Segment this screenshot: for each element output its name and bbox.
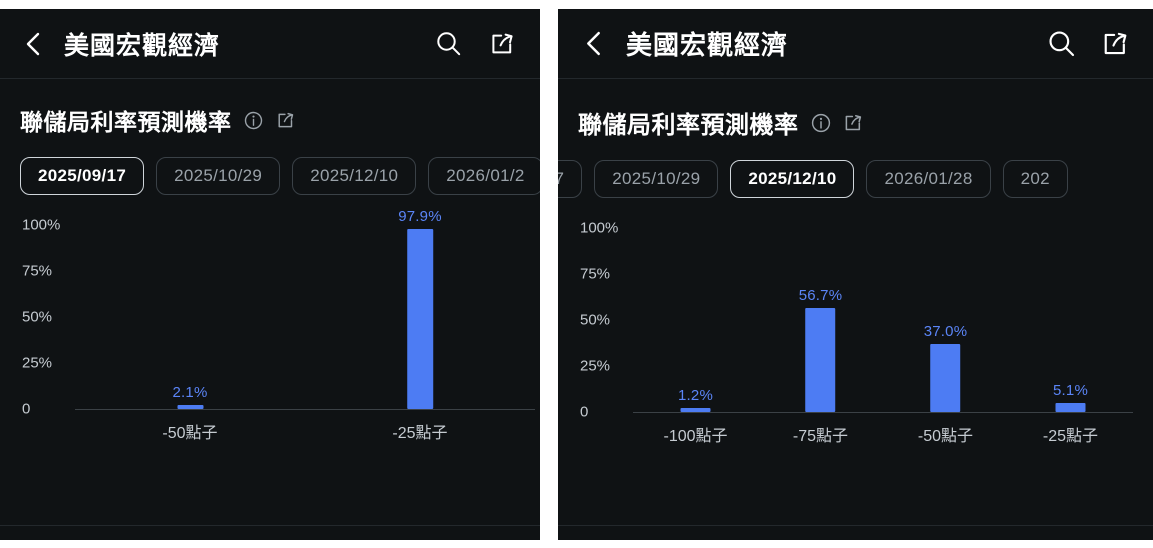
probability-chart-left: 100% 75% 50% 25% 0 2.1% 97.9% -50點子 -25點子 <box>0 208 540 467</box>
share-icon <box>845 114 861 130</box>
date-chip[interactable]: 2026/01/2 <box>428 157 540 195</box>
back-button[interactable] <box>578 29 608 59</box>
bar-value-label: 37.0% <box>923 322 968 340</box>
y-axis-tick-label: 100% <box>22 216 61 234</box>
y-axis-tick-label: 0 <box>22 400 31 418</box>
x-axis-baseline <box>75 409 535 410</box>
x-axis-tick-label: -75點子 <box>792 428 849 445</box>
search-button[interactable] <box>1045 28 1077 60</box>
bar[interactable] <box>805 307 836 412</box>
date-chip-scroller[interactable]: 9/17 2025/10/29 2025/12/10 2026/01/28 202 <box>558 160 1153 198</box>
search-icon <box>436 32 460 56</box>
phone-screen-left: 美國宏觀經濟 聯儲局利率預測機率 <box>0 9 540 540</box>
date-chip[interactable]: 9/17 <box>558 160 583 198</box>
y-axis-tick-label: 25% <box>580 357 611 375</box>
section-title: 聯儲局利率預測機率 <box>578 112 799 139</box>
date-chip[interactable]: 2026/01/28 <box>866 160 991 198</box>
info-button[interactable] <box>244 110 264 130</box>
date-chip[interactable]: 2025/12/10 <box>730 160 855 198</box>
bar-group[interactable]: 56.7% <box>799 287 843 412</box>
date-chip[interactable]: 202 <box>1002 160 1068 198</box>
date-chip[interactable]: 2025/09/17 <box>20 157 145 195</box>
bar-group[interactable]: 97.9% <box>398 208 442 409</box>
page-title: 美國宏觀經濟 <box>626 30 789 60</box>
bars-container: 1.2% 56.7% 37.0% 5.1% <box>633 220 1133 412</box>
y-axis-tick-label: 100% <box>580 219 619 237</box>
bar[interactable] <box>1055 402 1086 412</box>
page-title: 美國宏觀經濟 <box>64 31 221 60</box>
bar[interactable] <box>930 343 961 412</box>
bar-group[interactable]: 1.2% <box>678 387 713 412</box>
section-share-button[interactable] <box>843 113 863 133</box>
nav-bar: 美國宏觀經濟 <box>0 9 540 79</box>
x-axis-tick-label: -25點子 <box>1042 428 1099 445</box>
share-button[interactable] <box>486 28 518 60</box>
bar-value-label: 56.7% <box>798 286 843 304</box>
chart-plot-area: 100% 75% 50% 25% 0 1.2% 56.7% 37.0% 5.1% -100點子 -7… <box>558 219 1153 445</box>
date-chip-scroller[interactable]: 2025/09/17 2025/10/29 2025/12/10 2026/01/2 <box>0 157 540 195</box>
x-axis-tick-label: -100點子 <box>663 428 728 445</box>
bar[interactable] <box>406 228 433 409</box>
x-axis-tick-label: -50點子 <box>917 428 974 445</box>
y-axis-tick-label: 50% <box>580 311 611 329</box>
y-axis-tick-label: 50% <box>22 308 53 326</box>
bar-value-label: 5.1% <box>1053 381 1088 399</box>
bar-group[interactable]: 37.0% <box>924 323 968 412</box>
bar-value-label: 97.9% <box>398 207 442 225</box>
info-icon <box>811 113 830 132</box>
bar[interactable] <box>680 408 711 412</box>
section-title: 聯儲局利率預測機率 <box>20 109 232 135</box>
y-axis-tick-label: 75% <box>580 265 611 283</box>
probability-chart-right: 100% 75% 50% 25% 0 1.2% 56.7% 37.0% 5.1% -100點子 -7… <box>558 220 1153 470</box>
x-axis-labels: -50點子 -25點子 <box>75 411 535 442</box>
bar-group[interactable]: 2.1% <box>173 384 208 409</box>
bottom-divider <box>558 525 1153 526</box>
nav-bar: 美國宏觀經濟 <box>558 9 1153 79</box>
bottom-divider <box>0 525 540 526</box>
share-icon <box>492 33 513 53</box>
x-axis-tick-label: -50點子 <box>162 425 218 442</box>
share-icon <box>1104 32 1127 54</box>
phone-screen-right: 美國宏觀經濟 聯儲局利率預測機率 <box>558 9 1153 540</box>
info-button[interactable] <box>811 113 831 133</box>
bar[interactable] <box>177 405 203 409</box>
chevron-left-icon <box>586 31 600 56</box>
bar-value-label: 1.2% <box>678 387 713 404</box>
y-axis-tick-label: 0 <box>580 403 589 421</box>
x-axis-baseline <box>633 412 1133 413</box>
share-button[interactable] <box>1099 28 1131 60</box>
info-icon <box>244 111 263 129</box>
y-axis-tick-label: 75% <box>22 262 53 280</box>
date-chip[interactable]: 2025/10/29 <box>156 157 281 195</box>
x-axis-tick-label: -25點子 <box>392 425 448 442</box>
search-button[interactable] <box>432 28 464 60</box>
section-share-button[interactable] <box>276 110 296 130</box>
bar-value-label: 2.1% <box>172 384 208 401</box>
bar-group[interactable]: 5.1% <box>1053 382 1088 412</box>
date-chip[interactable]: 2025/12/10 <box>292 157 417 195</box>
x-axis-labels: -100點子 -75點子 -50點子 -25點子 <box>633 414 1133 445</box>
search-icon <box>1048 31 1074 57</box>
chevron-left-icon <box>26 32 40 55</box>
back-button[interactable] <box>18 29 48 59</box>
bars-container: 2.1% 97.9% <box>75 208 535 409</box>
section-header: 聯儲局利率預測機率 <box>0 103 540 137</box>
chart-plot-area: 100% 75% 50% 25% 0 2.1% 97.9% -50點子 -25點子 <box>0 208 540 442</box>
share-icon <box>278 112 294 127</box>
section-header: 聯儲局利率預測機率 <box>558 105 1153 140</box>
date-chip[interactable]: 2025/10/29 <box>594 160 719 198</box>
y-axis-tick-label: 25% <box>22 354 53 372</box>
